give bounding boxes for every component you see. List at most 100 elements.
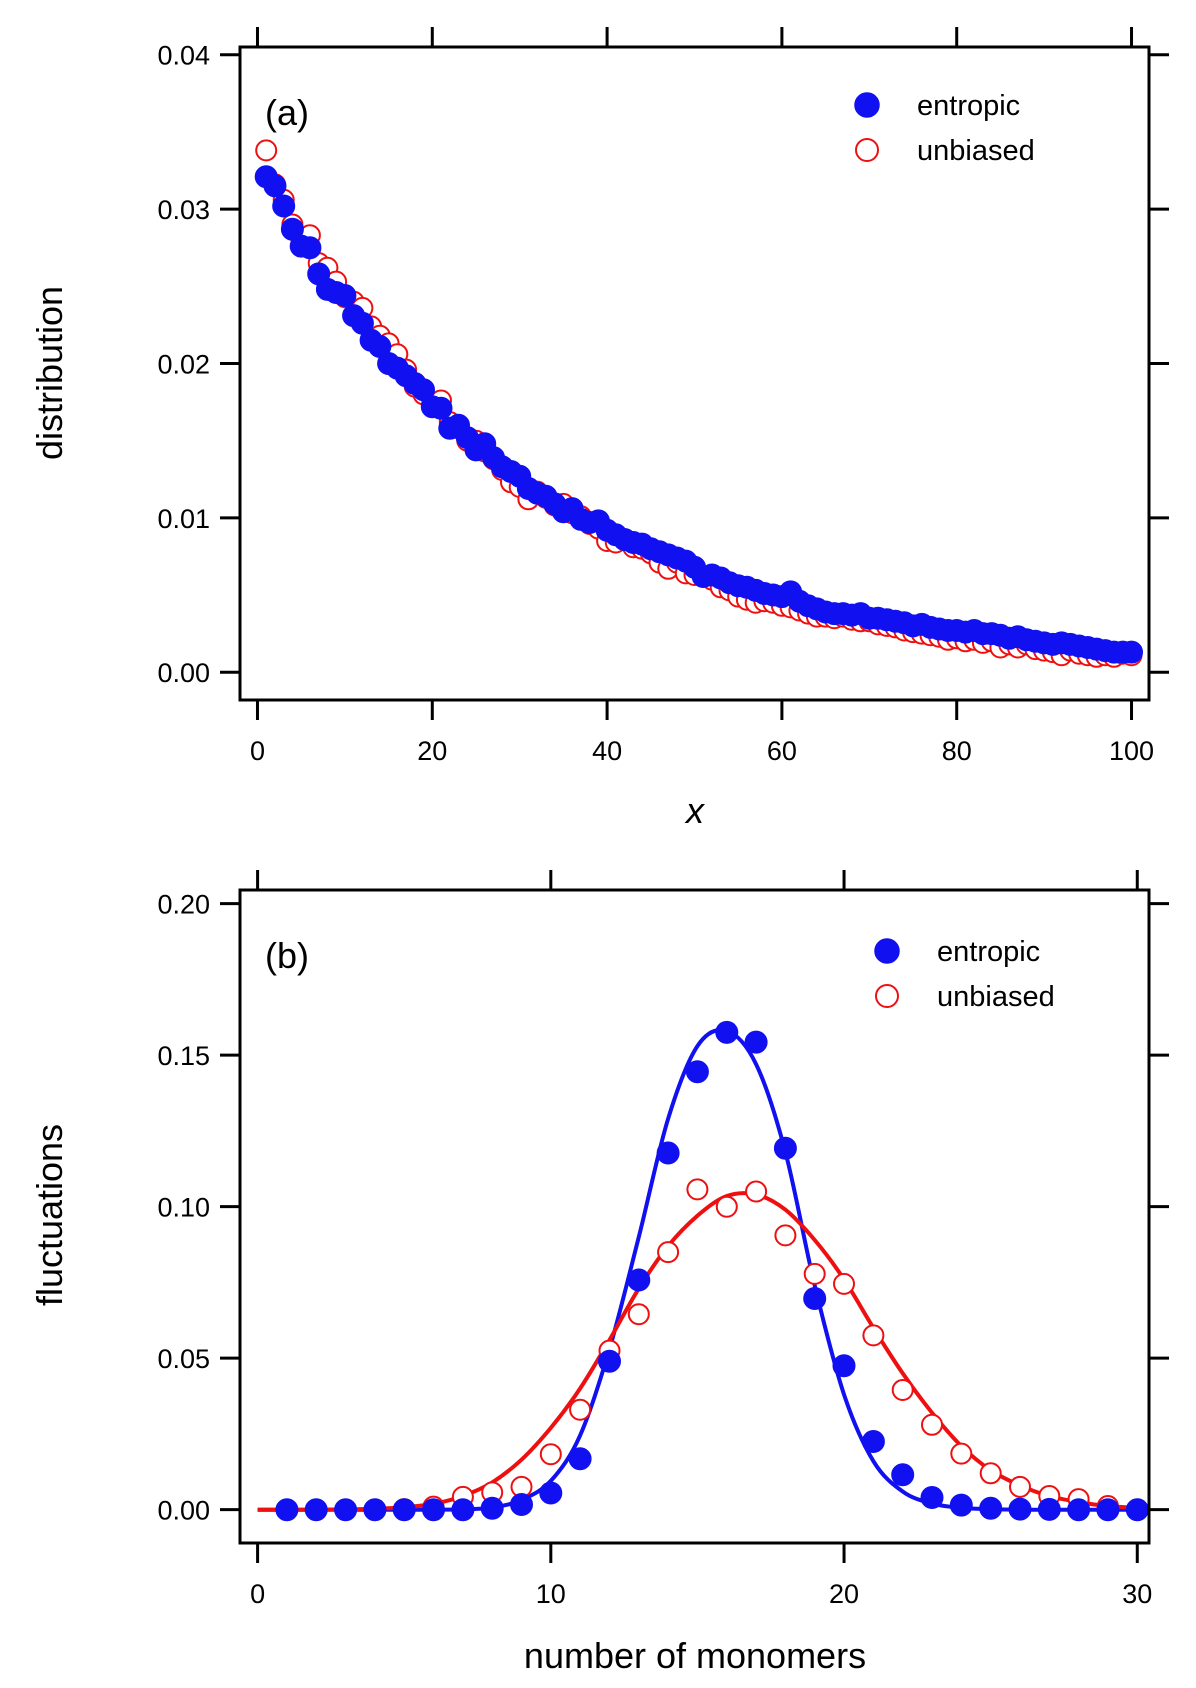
panel-b-ticks <box>220 870 1169 1563</box>
point-entropic <box>333 284 357 307</box>
panel-b-legend: entropic unbiased <box>874 936 1055 1013</box>
point-entropic <box>1008 1497 1032 1521</box>
panel-b-legend-unbiased-label: unbiased <box>937 981 1055 1013</box>
y-tick-label: 0.02 <box>157 349 210 379</box>
panel-a-legend-unbiased-label: unbiased <box>917 135 1035 167</box>
point-unbiased <box>950 1442 973 1465</box>
point-entropic <box>1067 1498 1091 1522</box>
panel-b-frame <box>238 888 1151 1545</box>
x-tick-label: 100 <box>1109 736 1154 766</box>
point-entropic <box>429 396 453 420</box>
point-entropic <box>920 1486 944 1509</box>
point-unbiased <box>539 1443 562 1466</box>
y-tick-label: 0.01 <box>157 504 210 534</box>
point-entropic <box>334 1498 358 1522</box>
fit-line-unbiased <box>257 1191 1138 1512</box>
point-unbiased <box>803 1262 826 1285</box>
point-entropic <box>949 1493 973 1517</box>
point-entropic <box>861 1430 885 1453</box>
panel-b-fits <box>257 1027 1138 1512</box>
panel-b-x-tick-labels: 0 10 20 30 <box>250 1579 1152 1609</box>
point-unbiased <box>921 1413 943 1436</box>
panel-b-label: (b) <box>265 935 309 976</box>
point-entropic <box>263 174 287 198</box>
x-tick-label: 0 <box>250 736 265 766</box>
panel-b: 0 10 20 30 0.00 0.05 0.10 0.15 0.20 (b) number … <box>29 870 1169 1676</box>
point-entropic <box>480 1496 504 1520</box>
point-unbiased <box>255 139 278 162</box>
y-tick-label: 0.00 <box>157 658 210 688</box>
point-unbiased <box>715 1195 738 1218</box>
panel-a-x-tick-labels: 0 20 40 60 80 100 <box>250 736 1154 766</box>
x-tick-label: 10 <box>536 1579 566 1609</box>
panel-b-x-axis-title: number of monomers <box>524 1635 866 1676</box>
panel-a-ticks <box>220 27 1169 720</box>
panel-a: 0 20 40 60 80 100 0.000.010.020.030.04 (a) x … <box>29 27 1169 831</box>
point-entropic <box>598 1349 621 1373</box>
point-entropic <box>1096 1498 1120 1522</box>
point-entropic <box>803 1287 827 1310</box>
y-tick-label: 0.20 <box>157 890 210 920</box>
point-unbiased <box>979 1462 1002 1485</box>
y-tick-label: 0.00 <box>157 1496 210 1526</box>
point-entropic <box>744 1030 768 1054</box>
point-entropic <box>627 1268 651 1292</box>
panel-b-y-tick-labels: 0.00 0.05 0.10 0.15 0.20 <box>157 890 210 1526</box>
point-entropic <box>451 1498 475 1522</box>
point-entropic <box>539 1481 563 1505</box>
point-entropic <box>272 194 296 218</box>
point-entropic <box>392 1498 416 1522</box>
point-entropic <box>1120 640 1143 664</box>
point-entropic <box>422 1498 445 1522</box>
x-tick-label: 80 <box>942 736 972 766</box>
y-tick-label: 0.15 <box>157 1041 210 1071</box>
x-tick-label: 0 <box>250 1579 265 1609</box>
panel-b-y-axis-title: fluctuations <box>29 1124 70 1306</box>
point-entropic <box>656 1141 680 1165</box>
y-tick-label: 0.03 <box>157 195 210 225</box>
x-tick-label: 20 <box>417 736 447 766</box>
point-entropic <box>685 1060 709 1084</box>
point-entropic <box>275 1498 299 1522</box>
x-tick-label: 30 <box>1122 1579 1152 1609</box>
panel-a-legend-entropic-label: entropic <box>917 90 1020 122</box>
panel-a-legend: entropic unbiased <box>854 90 1035 167</box>
point-entropic <box>773 1136 797 1160</box>
panel-b-points <box>275 1020 1149 1522</box>
x-tick-label: 20 <box>829 1579 859 1609</box>
point-entropic <box>568 1447 592 1471</box>
panel-b-legend-entropic-marker <box>874 938 900 964</box>
point-unbiased <box>833 1272 855 1295</box>
point-entropic <box>832 1354 856 1378</box>
panel-a-x-axis-title: x <box>684 790 706 831</box>
point-entropic <box>510 1493 533 1516</box>
point-entropic <box>1037 1497 1061 1521</box>
panel-b-legend-unbiased-marker <box>875 984 899 1008</box>
point-unbiased <box>627 1303 650 1326</box>
point-entropic <box>298 236 322 260</box>
panel-a-y-tick-labels: 0.00 0.01 0.02 0.03 0.04 <box>157 41 210 688</box>
panel-a-label: (a) <box>265 92 309 133</box>
point-unbiased <box>745 1180 768 1203</box>
point-entropic <box>979 1496 1003 1520</box>
point-entropic <box>304 1498 328 1522</box>
y-tick-label: 0.04 <box>157 41 210 71</box>
point-entropic <box>1125 1498 1149 1522</box>
point-entropic <box>363 1498 387 1522</box>
point-unbiased <box>862 1324 885 1347</box>
x-tick-label: 40 <box>592 736 622 766</box>
point-unbiased <box>569 1398 592 1421</box>
point-unbiased <box>774 1224 797 1247</box>
point-entropic <box>891 1463 915 1487</box>
x-tick-label: 60 <box>767 736 797 766</box>
panel-a-frame <box>238 45 1151 702</box>
point-unbiased <box>1009 1475 1031 1498</box>
fit-line-entropic <box>257 1027 1138 1512</box>
point-unbiased <box>657 1241 680 1264</box>
point-unbiased <box>891 1379 914 1401</box>
point-unbiased <box>686 1178 709 1201</box>
point-entropic <box>715 1020 739 1044</box>
panel-a-legend-unbiased-marker <box>855 138 879 162</box>
y-tick-label: 0.10 <box>157 1193 210 1223</box>
